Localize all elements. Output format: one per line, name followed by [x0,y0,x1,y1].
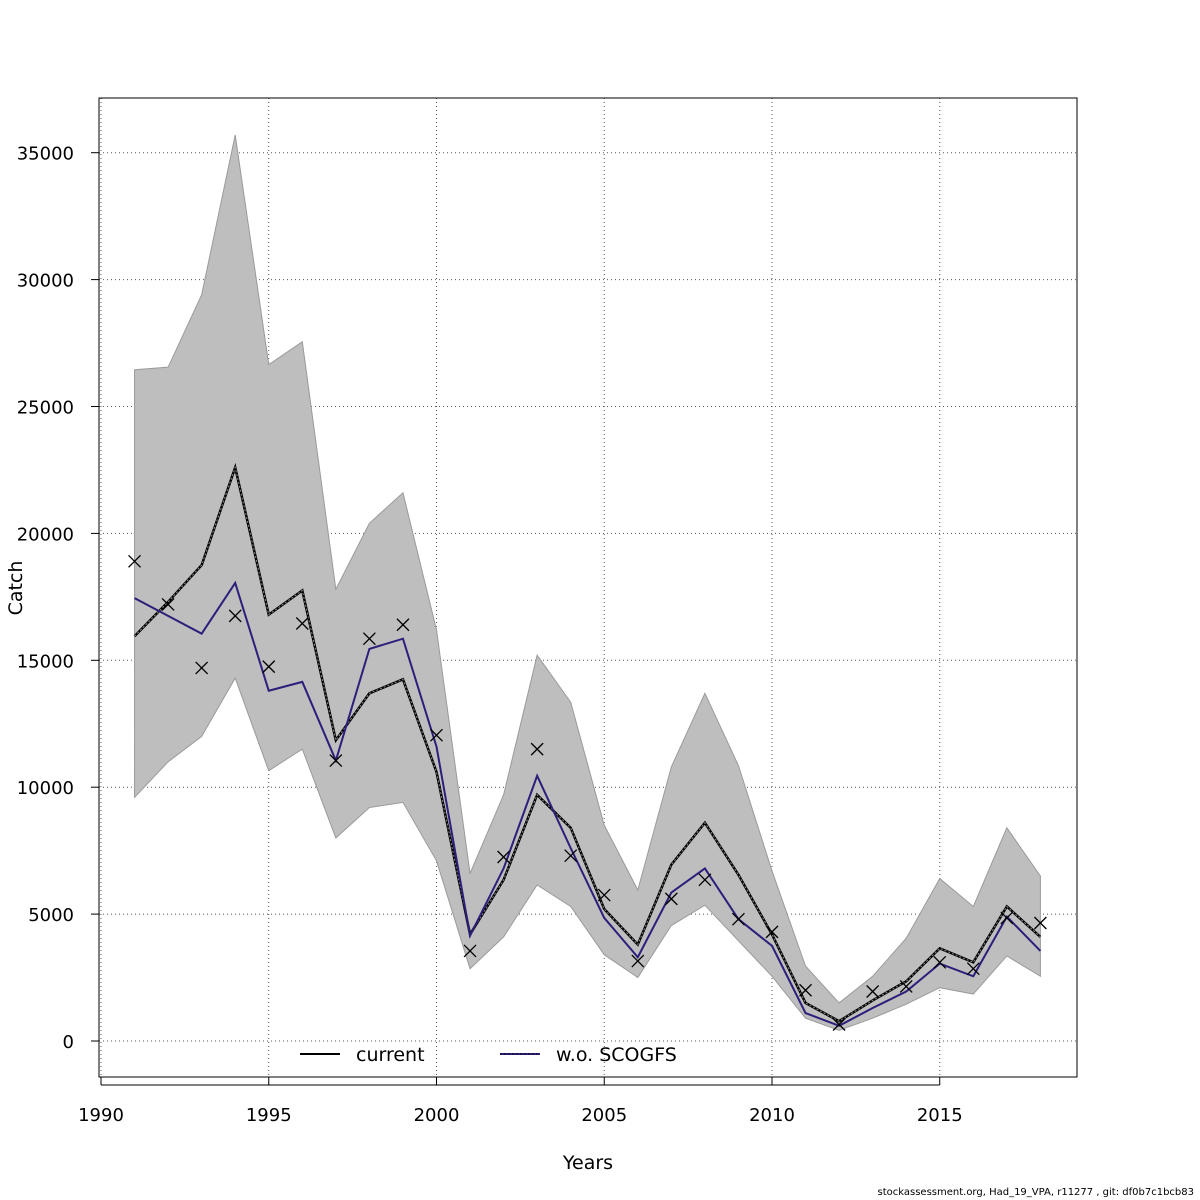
legend: current w.o. SCOGFS [300,1044,677,1066]
x-tick-label: 2005 [581,1105,627,1126]
observed-point [866,985,880,998]
observed-point [228,609,242,623]
series-lines [133,462,1042,1027]
axes: 1990 1995 2000 2005 2010 2015 0 5000 10000 15000 2… [17,144,963,1126]
observed-point [765,925,779,939]
observed-point [933,955,947,969]
observed-point [262,660,276,674]
y-tick-label: 30000 [17,271,74,292]
y-tick-label: 0 [63,1032,74,1053]
legend-label-wo-scogfs: w.o. SCOGFS [556,1044,677,1066]
observed-point [295,617,309,630]
footer-credit: stockassessment.org, Had_19_VPA, r11277 … [877,1187,1195,1198]
observed-point [195,661,209,675]
y-tick-label: 25000 [17,398,74,419]
observed-point [430,728,443,742]
observed-point [463,944,477,958]
observed-point [899,979,913,993]
observed-markers [128,554,1047,1031]
confidence-band [134,134,1041,1031]
observed-point [631,954,645,968]
legend-label-current: current [356,1044,425,1066]
observed-point [1033,916,1047,930]
x-tick-label: 1995 [246,1105,292,1126]
x-axis-title: Years [562,1152,613,1174]
x-tick-label: 2015 [917,1105,963,1126]
observed-point [329,754,343,768]
observed-point [799,983,813,997]
observed-point [1000,911,1014,925]
confidence-band-area [134,134,1041,1031]
series-line-w-o-scogfs [134,580,1042,1027]
observed-point [731,912,745,926]
observed-point [597,888,611,902]
y-tick-label: 15000 [17,651,74,672]
y-tick-label: 35000 [17,144,74,165]
observed-point [966,962,980,976]
observed-point [664,892,678,906]
x-tick-label: 2010 [749,1105,795,1126]
observed-point [832,1018,846,1031]
x-tick-label: 1990 [78,1105,124,1126]
x-tick-label: 2000 [414,1105,460,1126]
y-tick-label: 5000 [28,905,74,926]
y-axis-title: Catch [5,561,27,616]
y-tick-label: 10000 [17,778,74,799]
observed-point [698,873,712,887]
y-tick-label: 20000 [17,524,74,545]
observed-point [161,598,175,611]
observed-point [362,632,376,646]
observed-point [497,850,511,864]
plot-frame [98,97,1078,1078]
observed-point [396,618,410,632]
observed-point [128,554,142,568]
observed-point [530,742,544,756]
observed-point [564,849,578,863]
series-line-current-dots [134,465,1041,1022]
